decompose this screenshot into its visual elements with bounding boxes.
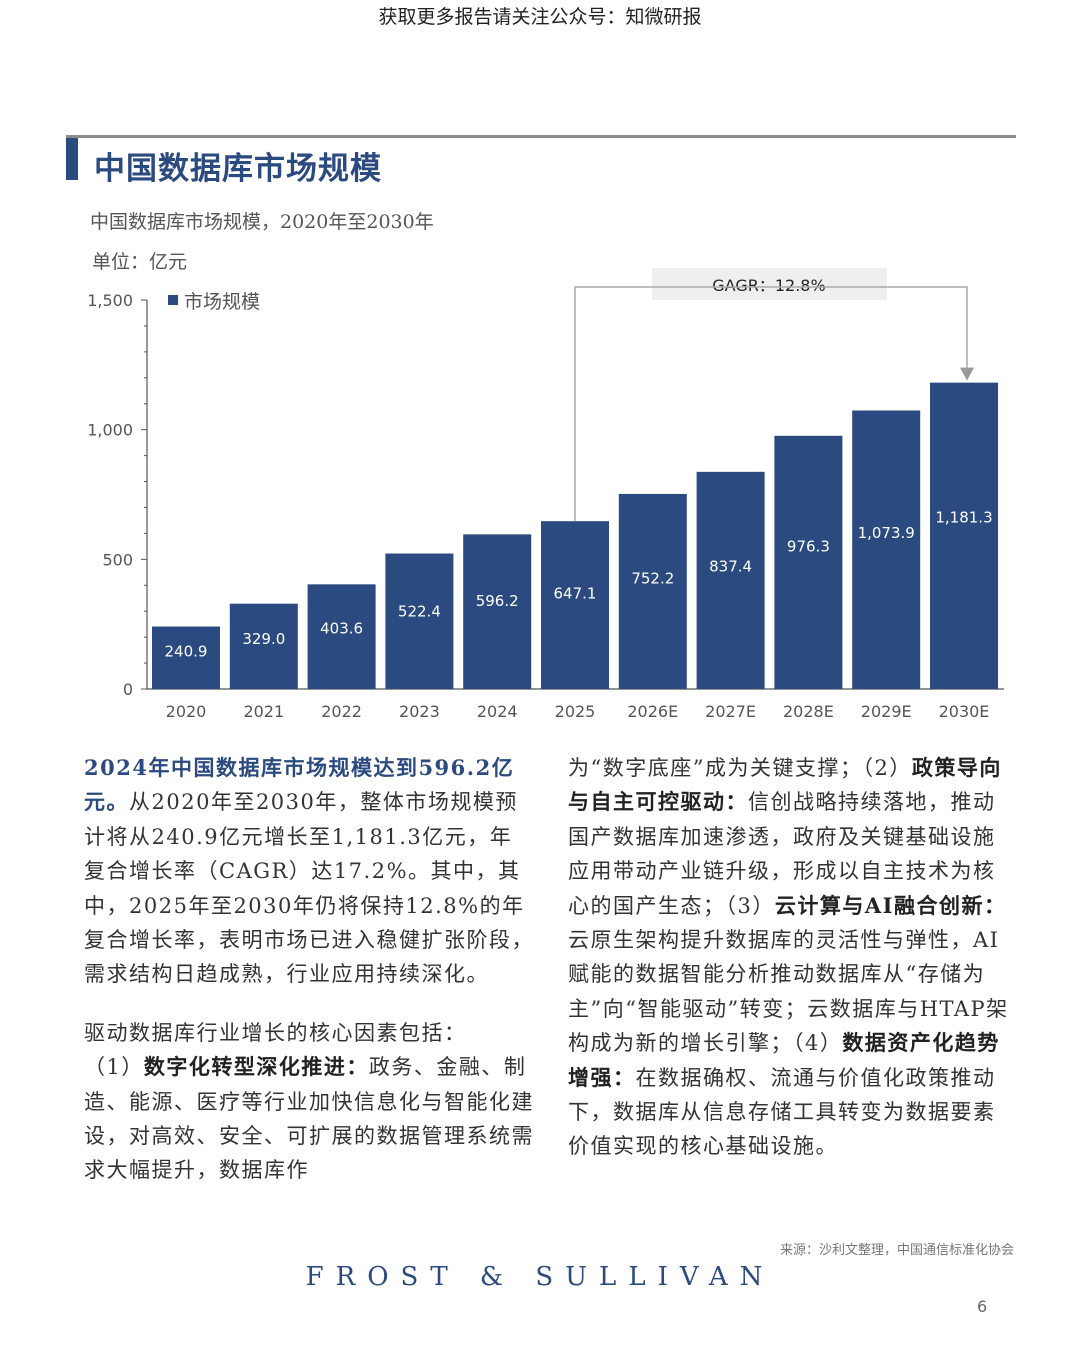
x-tick-label: 2030E: [939, 702, 990, 721]
driver-2-title: 政策导向与自主可控驱动：: [568, 755, 1002, 815]
drivers-paragraph: 驱动数据库行业增长的核心因素包括： （1）数字化转型深化推进：政务、金融、制造、…: [84, 1016, 534, 1188]
bar-2025: [541, 521, 609, 689]
bars-group: [152, 382, 998, 689]
header-accent-bar: [66, 138, 78, 180]
driver-4-number: （4）: [793, 1031, 843, 1056]
gagr-bracket-line: [574, 286, 968, 522]
drivers-intro: 驱动数据库行业增长的核心因素包括：: [84, 1020, 467, 1045]
gagr-label: GAGR：12.8%: [712, 276, 825, 295]
bar-value-label: 403.6: [320, 619, 363, 637]
gagr-arrowhead: [960, 367, 974, 381]
driver-1-title: 数字化转型深化推进：: [143, 1054, 369, 1080]
bar-2029E: [852, 410, 921, 689]
driver-4-text: 在数据确权、流通与价值化政策推动下，数据库从信息存储工具转变为数据要素价值实现的…: [568, 1065, 996, 1159]
y-tick-label: 500: [102, 550, 133, 569]
y-tick-label: 1,500: [87, 291, 133, 310]
bar-value-label: 976.3: [787, 538, 830, 556]
driver-2-text: 信创战略持续落地，推动国产数据库加速渗透，政府及关键基础设施应用带动产业链升级，…: [568, 790, 996, 918]
bar-2030E: [930, 382, 998, 689]
chart-subtitle: 中国数据库市场规模，2020年至2030年: [90, 211, 434, 233]
summary-body: 从2020年至2030年，整体市场规模预计将从240.9亿元增长至1,181.3…: [84, 790, 534, 987]
gagr-annotation: GAGR：12.8%: [574, 268, 974, 522]
x-tick-label: 2020: [166, 702, 207, 721]
y-tick-label: 1,000: [87, 421, 133, 440]
x-tick-label: 2025: [555, 702, 596, 721]
gagr-box: [652, 268, 887, 300]
legend-swatch: [168, 295, 178, 305]
bar-value-label: 837.4: [709, 558, 752, 576]
bar-2023: [385, 553, 454, 689]
frost-sullivan-logo: FROST & SULLIVAN: [305, 1262, 775, 1292]
left-text-column: 2024年中国数据库市场规模达到596.2亿元。从2020年至2030年，整体市…: [84, 751, 534, 1188]
bar-chart: 0 500 1,000 1,500 240.9 329.0 403.6 522.4 596.2…: [87, 268, 1004, 721]
bar-2026E: [618, 493, 687, 689]
driver-4-title: 数据资产化趋势增强：: [568, 1030, 1000, 1090]
page-number: 6: [977, 1297, 988, 1316]
top-banner: 获取更多报告请关注公众号：知微研报: [378, 6, 702, 28]
driver-3-title: 云计算与AI融合创新：: [774, 892, 1007, 918]
bar-value-label: 329.0: [242, 630, 285, 648]
chart-legend: 市场规模: [168, 291, 260, 313]
x-tick-label: 2023: [399, 702, 440, 721]
legend-label: 市场规模: [184, 291, 260, 313]
bar-value-label: 240.9: [165, 643, 208, 661]
x-tick-label: 2022: [321, 702, 362, 721]
bar-labels-group: 240.9 329.0 403.6 522.4 596.2 647.1 752.2 837.4…: [165, 509, 993, 661]
bar-value-label: 1,073.9: [858, 524, 915, 542]
chart-unit: 单位：亿元: [92, 251, 188, 273]
bar-2020: [152, 626, 220, 689]
x-tick-label: 2026E: [627, 702, 678, 721]
bar-value-label: 522.4: [398, 602, 441, 620]
driver-1-number: （1）: [84, 1055, 144, 1080]
bar-2027E: [696, 471, 765, 689]
bar-value-label: 752.2: [631, 570, 674, 588]
x-tick-label: 2021: [243, 702, 284, 721]
y-tick-label: 0: [123, 680, 133, 699]
driver-1-continued: 为“数字底座”成为关键支撑；: [568, 756, 863, 780]
bar-2028E: [774, 435, 843, 689]
x-axis-labels: 2020 2021 2022 2023 2024 2025 2026E 2027E 2028E 2…: [166, 702, 990, 721]
summary-highlight: 2024年中国数据库市场规模达到596.2亿元。: [84, 755, 515, 815]
bar-value-label: 1,181.3: [935, 509, 992, 527]
header-rule: [66, 135, 1016, 138]
x-tick-label: 2028E: [783, 702, 834, 721]
page-title: 中国数据库市场规模: [94, 151, 382, 187]
x-tick-label: 2027E: [705, 702, 756, 721]
summary-paragraph: 2024年中国数据库市场规模达到596.2亿元。从2020年至2030年，整体市…: [84, 751, 534, 992]
x-tick-label: 2029E: [861, 702, 912, 721]
bar-value-label: 647.1: [554, 585, 597, 603]
bar-2021: [229, 603, 298, 689]
source-note: 来源：沙利文整理，中国通信标准化协会: [779, 1243, 1014, 1258]
driver-1-text: 政务、金融、制造、能源、医疗等行业加快信息化与智能化建设，对高效、安全、可扩展的…: [84, 1055, 534, 1183]
drivers-continued: 为“数字底座”成为关键支撑；（2）政策导向与自主可控驱动：信创战略持续落地，推动…: [568, 751, 1016, 1164]
driver-2-number: （2）: [862, 756, 912, 780]
bar-2024: [463, 534, 532, 689]
driver-3-number: （3）: [725, 893, 775, 918]
bar-value-label: 596.2: [476, 592, 519, 610]
bar-2022: [307, 584, 376, 689]
driver-3-text: 云原生架构提升数据库的灵活性与弹性，AI赋能的数据智能分析推动数据库从“存储为主…: [568, 928, 1009, 1056]
x-tick-label: 2024: [477, 702, 518, 721]
right-text-column: 为“数字底座”成为关键支撑；（2）政策导向与自主可控驱动：信创战略持续落地，推动…: [568, 751, 1016, 1164]
